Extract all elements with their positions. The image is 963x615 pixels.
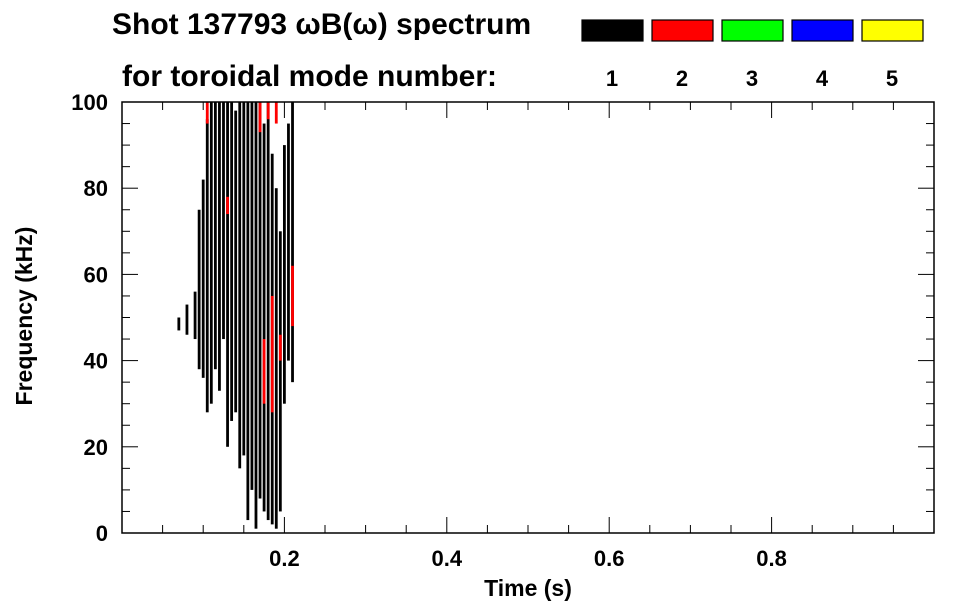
plot-frame <box>121 101 935 534</box>
mode-2-activity-28 <box>226 196 229 215</box>
mode-1-activity-6 <box>209 102 213 404</box>
y-tick-labels: 0 20 40 60 80 100 <box>71 90 108 546</box>
mode-2-activity-29 <box>258 102 262 133</box>
mode-1-activity-9 <box>222 102 225 340</box>
y-tick-label: 40 <box>84 349 108 374</box>
y-tick-label: 60 <box>84 262 108 287</box>
x-tick-label: 0.8 <box>756 546 787 571</box>
y-tick-label: 100 <box>71 90 108 115</box>
mode-1-activity-7 <box>213 102 217 370</box>
mode-1-activity-8 <box>218 102 221 391</box>
x-tick-label: 0.4 <box>432 546 463 571</box>
legend-swatch-3 <box>721 19 784 42</box>
axis-ticks <box>122 102 934 533</box>
mode-1-activity-23 <box>278 231 282 512</box>
legend-swatch-4 <box>791 19 854 42</box>
legend-swatch-2 <box>651 19 714 42</box>
mode-1-activity-12 <box>234 110 238 413</box>
mode-1-activity-18 <box>258 102 262 499</box>
mode-2-activity-27 <box>205 102 209 124</box>
mode-1-activity-25 <box>287 123 290 361</box>
x-tick-label: 0.2 <box>269 546 300 571</box>
x-tick-labels: 0.2 0.4 0.6 0.8 <box>269 546 787 571</box>
legend: 1 2 3 4 5 <box>581 19 924 91</box>
x-tick-label: 0.6 <box>594 546 625 571</box>
mode-2-activity-34 <box>278 334 282 361</box>
mode-1-activity-3 <box>197 209 201 370</box>
mode-1-activity-14 <box>242 102 246 456</box>
mode-1-activity-15 <box>246 102 250 521</box>
mode-1-activity-10 <box>226 102 229 447</box>
legend-label-3: 3 <box>746 66 758 91</box>
chart-title-line2: for toroidal mode number: <box>122 60 497 93</box>
mode-2-activity-32 <box>270 295 274 413</box>
mode-1-activity-24 <box>283 145 286 404</box>
mode-1-activity-5 <box>205 119 209 413</box>
y-tick-label: 20 <box>84 435 108 460</box>
mode-1-activity-2 <box>193 291 197 340</box>
legend-label-2: 2 <box>676 66 688 91</box>
mode-2-activity-33 <box>274 102 278 124</box>
mode-2-activity-31 <box>266 102 270 120</box>
y-axis-title: Frequency (kHz) <box>11 227 37 406</box>
legend-swatch-5 <box>861 19 924 42</box>
legend-label-5: 5 <box>886 66 898 91</box>
mode-1-activity-13 <box>238 102 242 469</box>
mode-1-activity-22 <box>274 188 278 529</box>
x-axis-title: Time (s) <box>484 575 572 601</box>
mode-1-activity-19 <box>262 123 266 512</box>
legend-label-1: 1 <box>606 66 618 91</box>
mode-1-activity-26 <box>291 102 294 383</box>
mode-1-activity-4 <box>201 179 205 378</box>
mode-1-activity-20 <box>266 102 270 521</box>
legend-label-4: 4 <box>816 66 829 91</box>
mode-1-activity-17 <box>254 102 258 529</box>
mode-1-activity-0 <box>177 317 181 331</box>
y-tick-label: 0 <box>96 521 108 546</box>
mode-1-activity-1 <box>185 304 189 335</box>
mode-2-activity-35 <box>291 265 294 327</box>
legend-swatch-1 <box>581 19 644 42</box>
mode-1-activity-11 <box>230 102 234 421</box>
chart-title-line1: Shot 137793 ωB(ω) spectrum <box>112 8 531 41</box>
y-tick-label: 80 <box>84 176 108 201</box>
spectrum-data <box>177 102 294 529</box>
mode-2-activity-30 <box>262 339 266 404</box>
mode-1-activity-16 <box>250 102 254 490</box>
